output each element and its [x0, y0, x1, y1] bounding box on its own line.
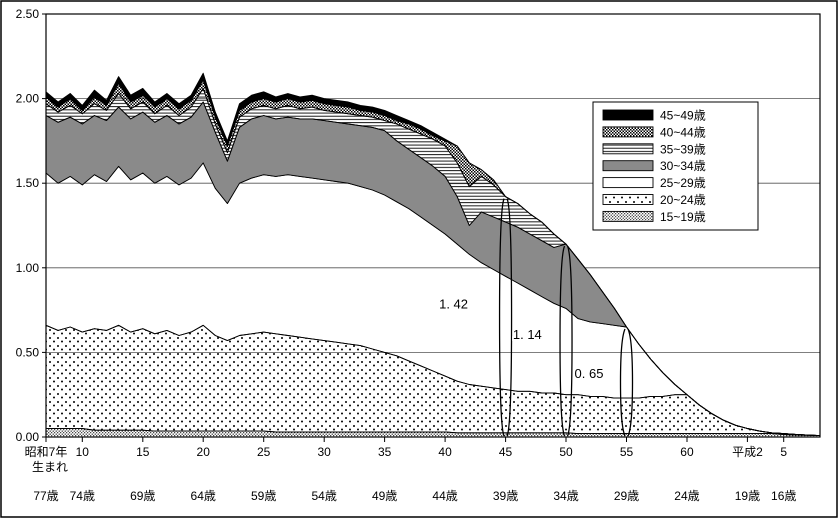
annotation-brace-left	[619, 328, 626, 437]
annotation-brace-left	[498, 198, 505, 437]
x-axis-age-label: 24歳	[674, 489, 699, 503]
legend-swatch	[602, 160, 654, 172]
legend-item: 35~39歳	[602, 142, 706, 156]
x-axis-tick-label: 55	[620, 445, 634, 459]
x-axis-tick-label: 50	[559, 445, 573, 459]
x-axis-tick-label: 15	[136, 445, 150, 459]
legend-swatch	[602, 143, 654, 155]
x-axis-age-label: 44歳	[432, 489, 457, 503]
legend-item: 20~24歳	[602, 193, 706, 207]
area-band-20-24	[45, 324, 821, 437]
annotations: 1. 42 1. 14 0. 65	[437, 198, 634, 437]
x-axis-tick-label: 40	[438, 445, 452, 459]
x-axis-tick-label: 45	[499, 445, 513, 459]
series-areas	[45, 72, 821, 438]
x-axis-age-label: 59歳	[251, 489, 276, 503]
x-axis-tick-label: 昭和7年	[25, 445, 68, 459]
x-axis-age-label: 77歳	[33, 489, 58, 503]
x-axis-tick-label: 平成2	[732, 445, 763, 459]
annotation-brace-right	[566, 245, 573, 437]
x-axis-age-label: 54歳	[311, 489, 336, 503]
legend-label: 40~44歳	[660, 125, 706, 139]
x-axis-age-label: 69歳	[130, 489, 155, 503]
annotation-value-label: 1. 42	[439, 296, 468, 311]
legend-swatch	[602, 177, 654, 189]
x-axis-age-label: 34歳	[553, 489, 578, 503]
x-axis-tick-label: 10	[76, 445, 90, 459]
y-axis-tick-label: 2.00	[16, 92, 40, 106]
legend-label: 35~39歳	[660, 142, 706, 156]
legend-label: 30~34歳	[660, 159, 706, 173]
x-axis-age-label: 29歳	[614, 489, 639, 503]
legend-label: 15~19歳	[660, 210, 706, 224]
y-axis: 0.00 0.50 1.00 1.50 2.00 2.50	[16, 7, 46, 444]
annotation-value-label: 0. 65	[575, 366, 604, 381]
annotation-brace-right	[627, 328, 634, 437]
legend-swatch	[602, 126, 654, 138]
legend-swatch	[602, 210, 654, 222]
annotation-brace-left	[559, 245, 566, 437]
x-axis-tick-label: 35	[378, 445, 392, 459]
x-axis-age-label: 74歳	[70, 489, 95, 503]
y-axis-tick-label: 1.00	[16, 261, 40, 275]
legend-label: 45~49歳	[660, 109, 706, 123]
x-axis-tick-label: 20	[197, 445, 211, 459]
area-band-45-49	[45, 72, 821, 437]
annotation-value-label: 1. 14	[513, 327, 542, 342]
legend-label: 25~29歳	[660, 176, 706, 190]
x-axis-tick-label: 30	[317, 445, 331, 459]
y-axis-tick-label: 0.50	[16, 345, 40, 359]
legend-item: 25~29歳	[602, 176, 706, 190]
annotation-brace-right	[506, 198, 513, 437]
legend: 45~49歳 40~44歳 35~39歳 30~34歳 25~29歳 20~24歳 15~1…	[592, 101, 759, 231]
legend-item: 30~34歳	[602, 159, 706, 173]
x-axis-tick-label: 25	[257, 445, 271, 459]
y-axis-tick-label: 1.50	[16, 176, 40, 190]
x-axis-tick-label: 5	[780, 445, 787, 459]
x-axis-age-label: 19歳	[735, 489, 760, 503]
legend-item: 40~44歳	[602, 125, 706, 139]
legend-swatch	[602, 194, 654, 205]
x-axis-age-label: 49歳	[372, 489, 397, 503]
y-axis-tick-label: 0.00	[16, 430, 40, 444]
x-axis-tick-label-line2: 生まれ	[32, 460, 68, 474]
y-axis-tick-label: 2.50	[16, 7, 40, 21]
legend-item: 45~49歳	[602, 109, 706, 123]
legend-item: 15~19歳	[602, 210, 706, 224]
x-axis-age-label: 16歳	[771, 489, 796, 503]
legend-swatch	[602, 109, 654, 121]
legend-label: 20~24歳	[660, 193, 706, 207]
plot-border	[45, 13, 821, 438]
x-axis-tick-label: 60	[680, 445, 694, 459]
x-axis-age-label: 64歳	[191, 489, 216, 503]
x-axis-age-label: 39歳	[493, 489, 518, 503]
